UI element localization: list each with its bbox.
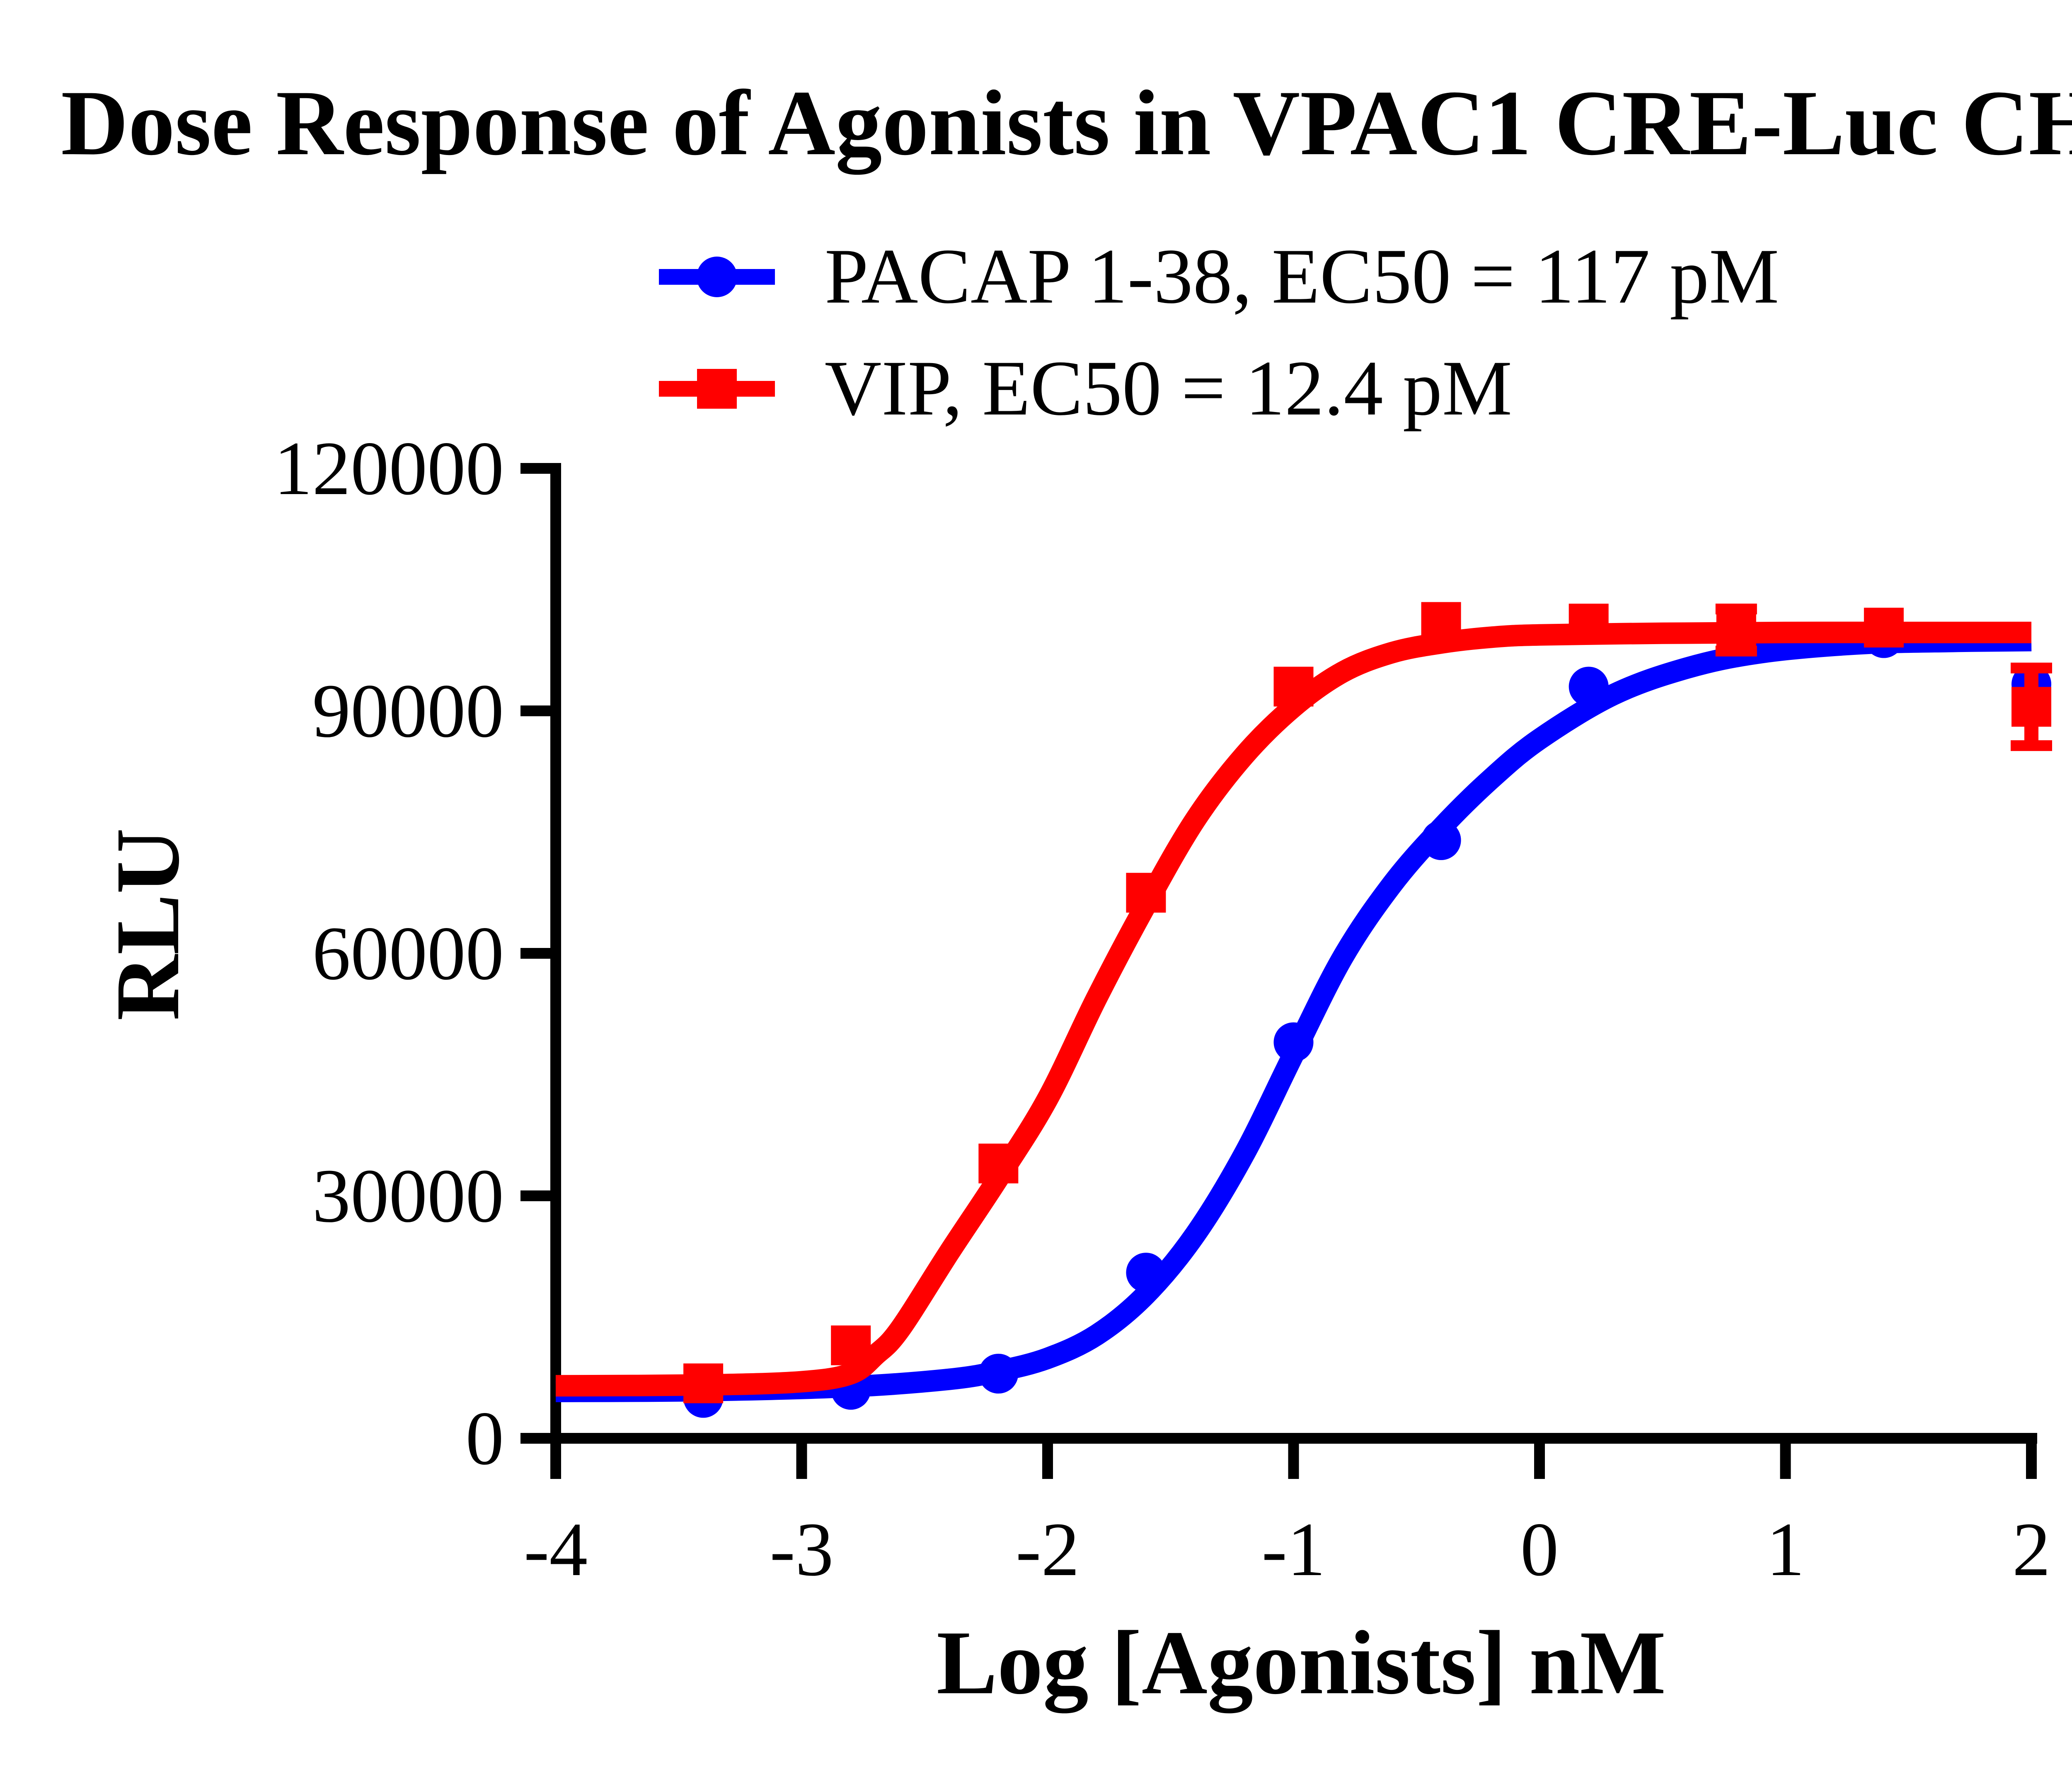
legend: PACAP 1-38, EC50 = 117 pM VIP, EC50 = 12… xyxy=(659,233,1779,432)
x-tick-label: -2 xyxy=(1016,1507,1080,1592)
data-point xyxy=(1864,608,1904,648)
data-point xyxy=(1273,1022,1314,1062)
y-axis-title: RLU xyxy=(97,828,198,1021)
fit-curve xyxy=(555,621,2031,1397)
y-tick-label: 90000 xyxy=(312,669,504,754)
series-pacap-1-38 xyxy=(555,606,2051,1418)
chart-title: Dose Response of Agonists in VPAC1 CRE-L… xyxy=(61,71,2072,175)
y-tick-label: 30000 xyxy=(312,1154,504,1239)
series-vip xyxy=(555,602,2052,1403)
legend-item-pacap: PACAP 1-38, EC50 = 117 pM xyxy=(659,233,1779,320)
legend-label-pacap: PACAP 1-38, EC50 = 117 pM xyxy=(825,233,1779,320)
x-tick-label: -1 xyxy=(1261,1507,1325,1592)
x-tick-label: 2 xyxy=(2012,1507,2051,1592)
data-point xyxy=(683,1363,724,1403)
fit-curve xyxy=(555,630,2032,1402)
data-point xyxy=(978,1144,1019,1183)
legend-label-vip: VIP, EC50 = 12.4 pM xyxy=(825,345,1512,432)
data-point xyxy=(1569,604,1609,644)
data-point xyxy=(1126,873,1166,913)
data-point xyxy=(1569,667,1609,707)
data-point xyxy=(1126,1253,1166,1293)
legend-square-marker-icon xyxy=(697,369,737,409)
data-point xyxy=(1421,820,1461,860)
x-tick-label: -4 xyxy=(524,1507,588,1592)
y-tick-label: 0 xyxy=(466,1396,504,1481)
data-point xyxy=(831,1325,871,1365)
data-point xyxy=(2011,687,2051,727)
y-tick-label: 60000 xyxy=(312,911,504,996)
data-point xyxy=(1421,602,1461,642)
series-layer xyxy=(555,602,2052,1418)
legend-circle-marker-icon xyxy=(697,257,737,297)
x-tick-label: -3 xyxy=(770,1507,833,1592)
x-tick-label: 0 xyxy=(1520,1507,1559,1592)
legend-item-vip: VIP, EC50 = 12.4 pM xyxy=(659,345,1512,432)
data-point xyxy=(1273,667,1314,707)
data-point xyxy=(978,1354,1019,1394)
data-point xyxy=(1716,610,1756,650)
y-tick-label: 120000 xyxy=(274,426,504,511)
x-axis-title: Log [Agonists] nM xyxy=(937,1612,1666,1714)
x-tick-label: 1 xyxy=(1766,1507,1805,1592)
axes-layer: 0 30000 60000 90000 120000 -4 -3 -2 -1 0 1 2 xyxy=(274,426,2050,1592)
